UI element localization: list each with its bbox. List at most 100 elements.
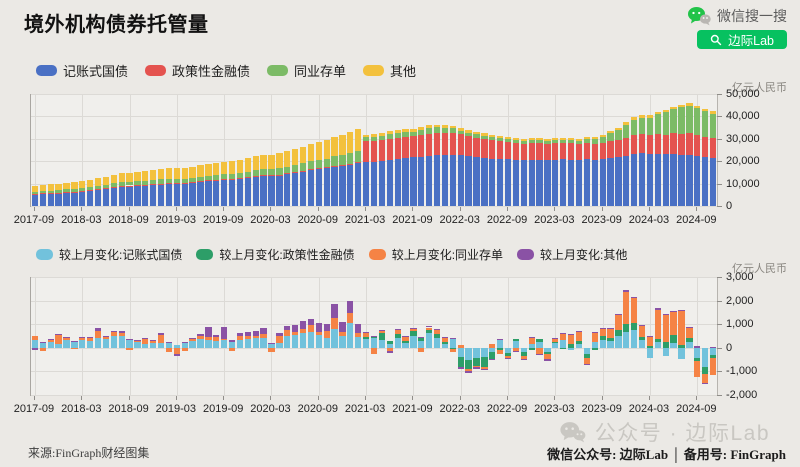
bar-segment-chg-policy (607, 338, 614, 342)
bar-segment-policy (402, 136, 409, 159)
x-tick-label: 2019-09 (202, 214, 244, 226)
x-tick-label: 2018-09 (108, 403, 149, 415)
bar-segment-cgb (236, 178, 244, 206)
bar-segment-ncd (31, 191, 39, 194)
bar-segment-ncd (591, 139, 598, 144)
bar-segment-chg-other (268, 342, 275, 345)
bar-segment-chg-policy (694, 357, 701, 361)
bar-segment-ncd (276, 168, 283, 175)
x-tick-label: 2019-09 (202, 403, 244, 415)
bar-segment-chg-ncd (355, 332, 362, 338)
bar-segment-other (55, 183, 62, 191)
bar-segment-policy (638, 134, 646, 154)
bar-segment-ncd (410, 131, 417, 137)
bar-segment-chg-cgb (536, 342, 543, 348)
bar-segment-chg-cgb (646, 347, 654, 358)
bar-segment-other (150, 170, 157, 180)
bar-segment-other (678, 104, 685, 108)
bar-segment-chg-cgb (512, 341, 520, 348)
bar-segment-ncd (157, 178, 165, 184)
bar-segment-chg-other (252, 331, 259, 336)
bar-segment-chg-ncd (465, 369, 472, 372)
bar-segment-ncd (623, 124, 630, 138)
bar-segment-cgb (244, 177, 251, 206)
bar-segment-policy (252, 176, 259, 177)
bar-segment-policy (291, 172, 299, 173)
bar-segment-chg-ncd (79, 338, 86, 341)
bar-segment-chg-other (244, 331, 251, 336)
bar-segment-chg-ncd (347, 313, 354, 323)
bar-segment-chg-other (615, 313, 622, 315)
bar-segment-chg-cgb (307, 331, 315, 348)
x-tick-label: 2018-03 (61, 403, 102, 415)
bar-segment-chg-cgb (638, 339, 646, 348)
y-tick-label: 40,000 (726, 110, 760, 123)
bar-segment-chg-ncd (386, 347, 393, 352)
bar-segment-cgb (449, 154, 456, 206)
bar-segment-chg-cgb (631, 329, 638, 348)
bar-segment-cgb (173, 183, 181, 206)
bar-segment-cgb (560, 159, 567, 206)
y-tick-label: 2,000 (726, 294, 754, 307)
bar-segment-other (536, 138, 543, 141)
bar-segment-ncd (252, 170, 259, 177)
bar-segment-chg-ncd (228, 347, 236, 351)
bar-segment-chg-other (55, 333, 62, 336)
bar-segment-other (244, 158, 251, 172)
bar-segment-ncd (583, 139, 591, 144)
gridline (82, 94, 84, 206)
bar-segment-chg-other (497, 339, 504, 341)
bar-segment-chg-cgb (86, 340, 94, 348)
bar-segment-chg-ncd (142, 339, 149, 345)
bar-segment-chg-ncd (157, 334, 165, 343)
bar-segment-other (473, 131, 480, 135)
source-note: 来源:FinGraph财经图集 (28, 446, 150, 460)
bar-segment-chg-cgb (702, 347, 709, 368)
bar-segment-chg-cgb (418, 341, 425, 348)
bar-segment-other (512, 138, 520, 141)
gridline (176, 277, 178, 395)
x-axis-change: 2017-09 2018-03 2018-09 2019-03 2019-09 2020-… (14, 396, 716, 416)
bar-segment-ncd (362, 137, 370, 142)
bar-segment-chg-ncd (94, 330, 102, 338)
bar-segment-chg-ncd (252, 335, 259, 339)
bar-segment-chg-cgb (47, 342, 54, 348)
gridline (697, 277, 699, 395)
wechat-search-button[interactable]: 边际Lab (697, 30, 787, 49)
gridline (129, 94, 131, 206)
bar-segment-cgb (394, 158, 401, 206)
bar-segment-ncd (165, 178, 173, 184)
bar-segment-cgb (528, 160, 535, 206)
x-axis-tick (270, 396, 272, 400)
y-tick-label: 20,000 (726, 155, 760, 168)
bar-segment-chg-other (575, 330, 583, 332)
bar-segment-chg-policy (449, 347, 456, 350)
bar-segment-chg-other (205, 327, 212, 338)
x-tick-label: 2022-03 (439, 403, 480, 415)
bar-segment-cgb (323, 167, 330, 206)
bar-segment-chg-other (71, 341, 78, 343)
bar-segment-chg-cgb (181, 343, 188, 348)
bar-segment-cgb (362, 162, 370, 206)
x-axis-tick (175, 396, 177, 400)
bar-segment-ncd (55, 190, 62, 193)
bar-segment-chg-cgb (481, 347, 488, 357)
bar-segment-other (355, 129, 362, 151)
bar-segment-chg-ncd (694, 360, 701, 377)
bar-segment-chg-policy (575, 341, 583, 344)
bar-segment-cgb (599, 159, 606, 206)
legend-item-policy: 政策性金融债 (145, 61, 250, 80)
bar-segment-chg-cgb (94, 337, 102, 348)
bar-segment-chg-cgb (173, 344, 181, 348)
bar-segment-cgb (433, 155, 441, 206)
bar-segment-policy (583, 143, 591, 160)
bar-segment-cgb (370, 161, 378, 206)
bar-segment-chg-cgb (221, 340, 228, 348)
bar-segment-cgb (79, 191, 86, 206)
bar-segment-cgb (347, 164, 354, 206)
x-tick-label: 2022-09 (486, 403, 528, 415)
bar-segment-other (489, 134, 496, 138)
x-axis-tick (412, 207, 414, 211)
bar-segment-ncd (638, 117, 646, 135)
bar-segment-chg-ncd (55, 335, 62, 345)
